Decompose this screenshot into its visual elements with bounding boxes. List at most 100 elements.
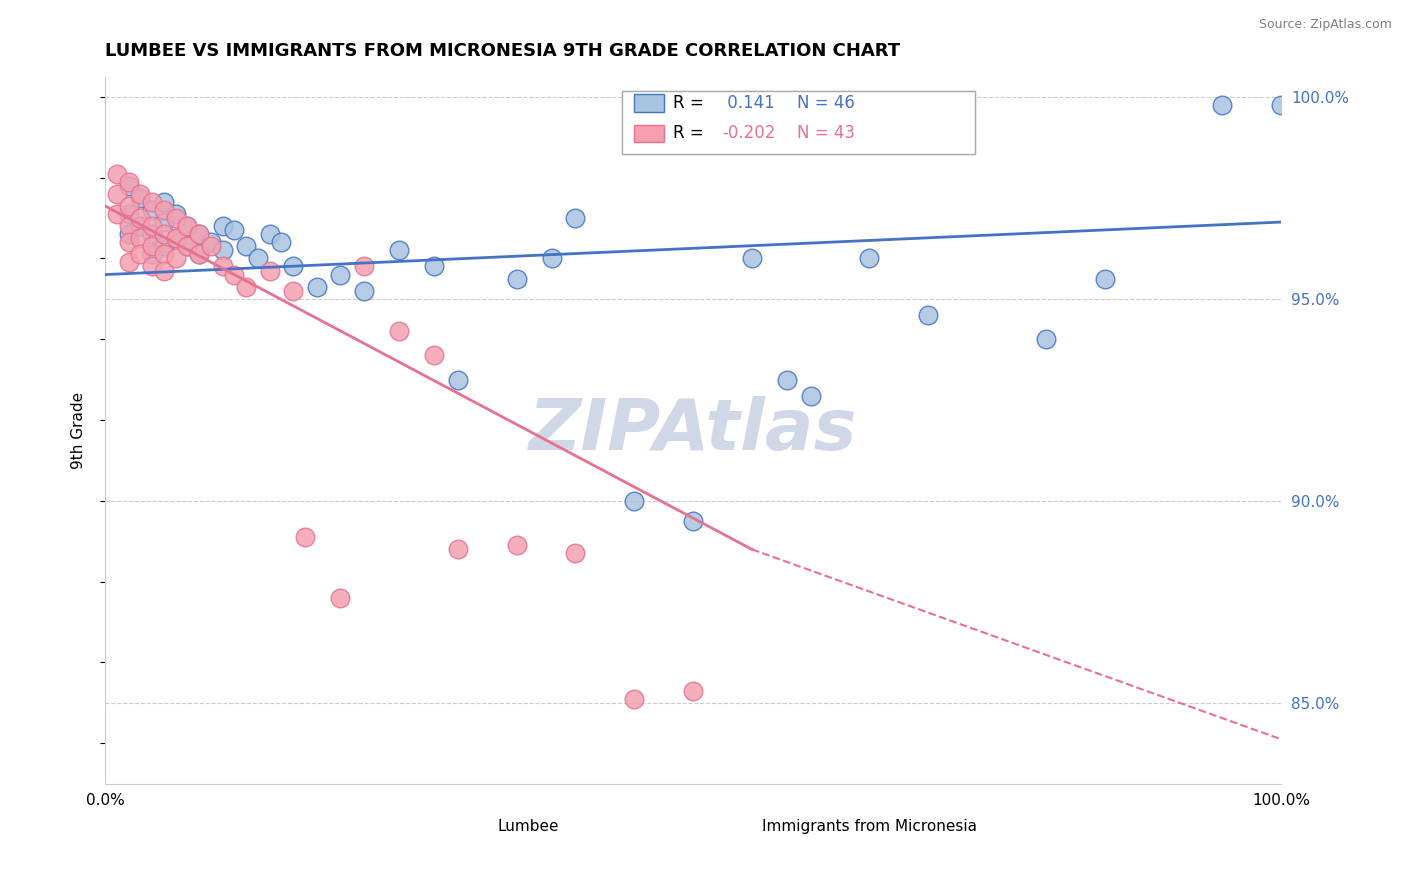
Point — [623, 691, 645, 706]
Point — [141, 247, 163, 261]
Point — [117, 199, 139, 213]
Point — [141, 260, 163, 274]
Point — [200, 235, 222, 250]
Point — [741, 252, 763, 266]
Point — [211, 260, 233, 274]
Point — [353, 260, 375, 274]
Point — [152, 215, 174, 229]
Point — [235, 279, 257, 293]
Point — [165, 231, 187, 245]
Point — [129, 219, 152, 233]
Point — [246, 252, 269, 266]
Point — [353, 284, 375, 298]
Point — [224, 223, 246, 237]
Text: N = 46: N = 46 — [797, 94, 855, 112]
Point — [129, 186, 152, 201]
Point — [152, 239, 174, 253]
Point — [117, 227, 139, 242]
Point — [117, 255, 139, 269]
Y-axis label: 9th Grade: 9th Grade — [72, 392, 86, 468]
Point — [294, 530, 316, 544]
Point — [176, 239, 198, 253]
Point — [776, 373, 799, 387]
Point — [259, 227, 281, 242]
Point — [224, 268, 246, 282]
Point — [447, 542, 470, 557]
Text: 0.141: 0.141 — [723, 94, 775, 112]
Point — [105, 207, 128, 221]
Point — [211, 244, 233, 258]
Point — [623, 493, 645, 508]
Text: ZIPAtlas: ZIPAtlas — [529, 396, 858, 465]
Point — [152, 227, 174, 242]
Point — [117, 219, 139, 233]
Point — [117, 207, 139, 221]
Point — [188, 227, 211, 242]
Point — [447, 373, 470, 387]
Point — [152, 194, 174, 209]
Point — [200, 239, 222, 253]
Point — [117, 178, 139, 193]
Point — [165, 252, 187, 266]
Text: Lumbee: Lumbee — [498, 819, 560, 834]
Point — [176, 219, 198, 233]
Point — [188, 247, 211, 261]
Point — [423, 348, 446, 362]
Point — [800, 389, 823, 403]
Point — [141, 219, 163, 233]
Point — [1094, 271, 1116, 285]
Point — [141, 202, 163, 217]
Point — [682, 514, 704, 528]
Point — [141, 239, 163, 253]
Point — [152, 202, 174, 217]
Point — [1270, 98, 1292, 112]
Text: R =: R = — [673, 124, 709, 142]
Point — [129, 247, 152, 261]
Point — [176, 239, 198, 253]
Bar — [634, 125, 664, 143]
Point — [141, 227, 163, 242]
Text: Immigrants from Micronesia: Immigrants from Micronesia — [762, 819, 977, 834]
Point — [283, 284, 305, 298]
Point — [188, 247, 211, 261]
Point — [152, 247, 174, 261]
Point — [283, 260, 305, 274]
Point — [1211, 98, 1233, 112]
Point — [117, 235, 139, 250]
Text: Source: ZipAtlas.com: Source: ZipAtlas.com — [1258, 18, 1392, 31]
Text: LUMBEE VS IMMIGRANTS FROM MICRONESIA 9TH GRADE CORRELATION CHART: LUMBEE VS IMMIGRANTS FROM MICRONESIA 9TH… — [105, 42, 900, 60]
Point — [129, 211, 152, 225]
Point — [541, 252, 564, 266]
Point — [165, 211, 187, 225]
Point — [858, 252, 880, 266]
Point — [1035, 332, 1057, 346]
Point — [682, 683, 704, 698]
Point — [329, 268, 352, 282]
Point — [141, 194, 163, 209]
Point — [165, 231, 187, 245]
Point — [388, 244, 411, 258]
Point — [129, 191, 152, 205]
Text: -0.202: -0.202 — [723, 124, 776, 142]
Point — [129, 231, 152, 245]
Point — [165, 207, 187, 221]
Point — [105, 167, 128, 181]
Point — [917, 308, 939, 322]
Point — [152, 263, 174, 277]
Point — [388, 324, 411, 338]
Point — [176, 219, 198, 233]
Point — [564, 546, 586, 560]
Point — [235, 239, 257, 253]
Bar — [634, 95, 664, 112]
Bar — [434, 815, 470, 837]
Text: N = 43: N = 43 — [797, 124, 855, 142]
Point — [329, 591, 352, 605]
Point — [505, 271, 527, 285]
Point — [211, 219, 233, 233]
Point — [423, 260, 446, 274]
Point — [564, 211, 586, 225]
Bar — [693, 815, 728, 837]
Point — [105, 186, 128, 201]
Point — [188, 227, 211, 242]
Point — [505, 538, 527, 552]
